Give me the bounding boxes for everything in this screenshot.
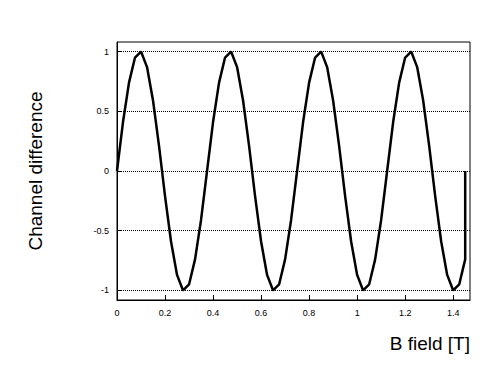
svg-text:-1: -1 (101, 285, 109, 295)
svg-text:1: 1 (355, 308, 360, 318)
svg-text:0.5: 0.5 (96, 106, 109, 116)
svg-text:1.2: 1.2 (399, 308, 412, 318)
svg-text:0.2: 0.2 (159, 308, 172, 318)
svg-text:1.4: 1.4 (447, 308, 460, 318)
svg-text:-0.5: -0.5 (93, 226, 109, 236)
svg-text:0.4: 0.4 (207, 308, 220, 318)
svg-text:1: 1 (104, 47, 109, 57)
svg-text:0.6: 0.6 (255, 308, 268, 318)
svg-text:0: 0 (114, 308, 119, 318)
svg-text:0: 0 (104, 166, 109, 176)
svg-text:0.8: 0.8 (303, 308, 316, 318)
svg-text:Channel difference: Channel difference (25, 91, 46, 250)
svg-text:B field [T]: B field [T] (390, 333, 470, 354)
